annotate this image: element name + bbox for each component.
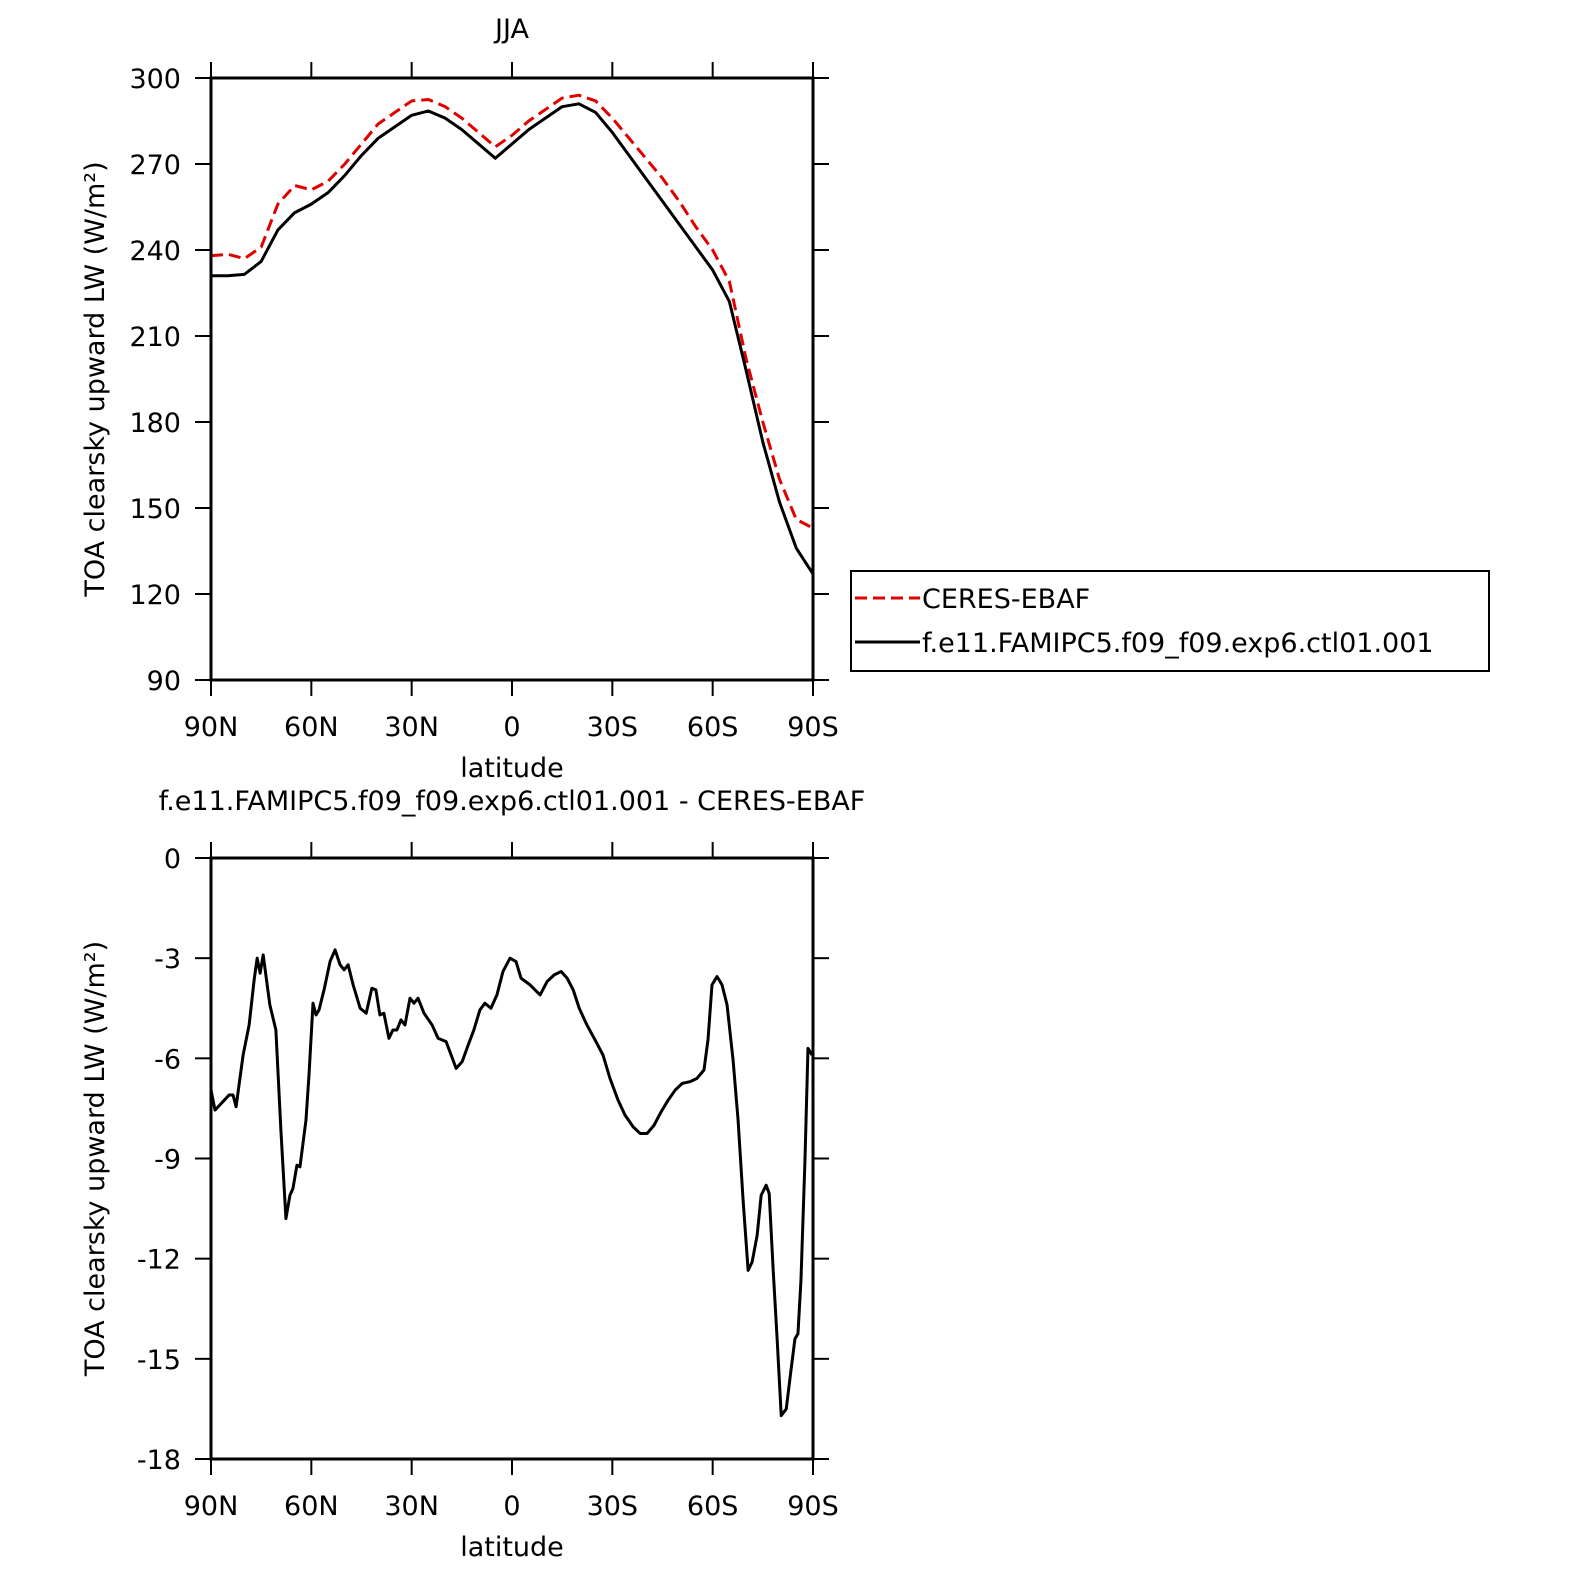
chart-title: JJA — [493, 14, 529, 45]
x-tick-label: 30S — [587, 1491, 639, 1522]
y-tick-label: 180 — [129, 408, 181, 439]
x-tick-label: 0 — [503, 712, 520, 743]
x-tick-label: 90N — [184, 1491, 239, 1522]
y-tick-label: 120 — [129, 580, 181, 611]
y-tick-label: 240 — [129, 236, 181, 267]
y-tick-label: 210 — [129, 322, 181, 353]
x-tick-label: 90N — [184, 712, 239, 743]
data-line — [210, 93, 814, 530]
y-axis-label: TOA clearsky upward LW (W/m²) — [80, 161, 111, 597]
y-tick-label: -9 — [154, 1145, 181, 1176]
y-tick-label: -3 — [154, 944, 181, 975]
legend-label: CERES-EBAF — [922, 584, 1090, 615]
x-tick-label: 30N — [384, 712, 439, 743]
x-tick-label: 60N — [284, 1491, 339, 1522]
y-tick-label: -18 — [137, 1445, 181, 1476]
y-tick-label: 150 — [129, 494, 181, 525]
legend-box — [850, 570, 1490, 672]
x-tick-label: 60S — [687, 1491, 739, 1522]
plot-frame — [209, 856, 815, 1461]
y-tick-label: 300 — [129, 64, 181, 95]
data-line — [211, 102, 815, 575]
y-tick-label: 0 — [164, 844, 181, 875]
x-tick-label: 60S — [687, 712, 739, 743]
legend-label: f.e11.FAMIPC5.f09_f09.exp6.ctl01.001 — [922, 628, 1434, 659]
y-tick-label: 90 — [147, 666, 181, 697]
x-tick-label: 90S — [787, 712, 839, 743]
y-tick-label: -6 — [154, 1044, 181, 1075]
x-tick-label: 90S — [787, 1491, 839, 1522]
y-tick-label: -15 — [137, 1345, 181, 1376]
y-axis-label: TOA clearsky upward LW (W/m²) — [80, 941, 111, 1377]
x-tick-label: 60N — [284, 712, 339, 743]
plot-frame — [209, 76, 815, 682]
x-tick-label: 30N — [384, 1491, 439, 1522]
x-axis-label: latitude — [460, 753, 564, 784]
chart-title: f.e11.FAMIPC5.f09_f09.exp6.ctl01.001 - C… — [159, 786, 866, 817]
x-tick-label: 30S — [587, 712, 639, 743]
x-axis-label: latitude — [460, 1532, 564, 1563]
data-line — [209, 948, 814, 1418]
y-tick-label: -12 — [137, 1245, 181, 1276]
y-tick-label: 270 — [129, 150, 181, 181]
x-tick-label: 0 — [503, 1491, 520, 1522]
